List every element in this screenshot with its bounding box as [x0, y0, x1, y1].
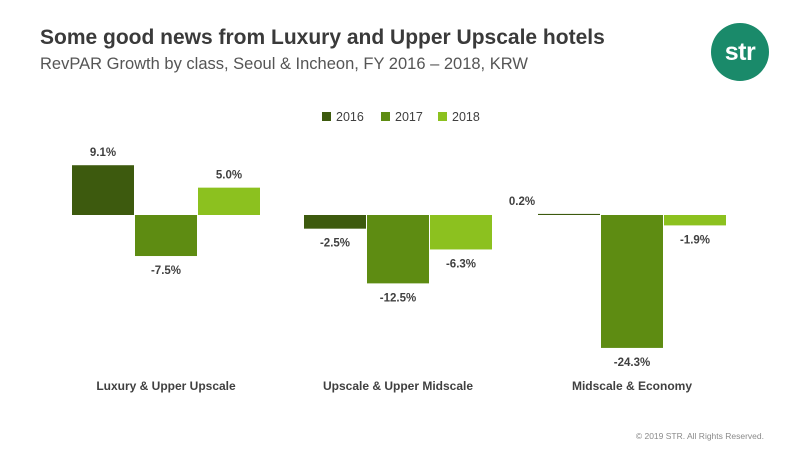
data-label-2018-0: 5.0%: [216, 170, 242, 182]
chart-title: Some good news from Luxury and Upper Ups…: [40, 26, 605, 49]
bar-2017-1: [367, 215, 429, 284]
bar-2016-0: [72, 165, 134, 215]
bar-2018-0: [198, 187, 260, 215]
legend-label-2017: 2017: [395, 110, 423, 124]
bar-2018-1: [430, 215, 492, 250]
data-label-2018-1: -6.3%: [446, 258, 476, 270]
str-logo: str: [711, 23, 769, 81]
data-label-2016-0: 9.1%: [90, 147, 116, 159]
data-label-2017-1: -12.5%: [380, 292, 416, 304]
category-label-2: Midscale & Economy: [572, 379, 692, 393]
chart-subtitle: RevPAR Growth by class, Seoul & Incheon,…: [40, 55, 528, 73]
data-label-2017-0: -7.5%: [151, 265, 181, 277]
legend-label-2018: 2018: [452, 110, 480, 124]
bar-2018-2: [664, 215, 726, 226]
data-label-2016-2: 0.2%: [509, 196, 535, 208]
bar-2017-2: [601, 215, 663, 348]
legend-swatch-2018: [438, 112, 447, 121]
data-label-2017-2: -24.3%: [614, 357, 650, 369]
category-label-0: Luxury & Upper Upscale: [96, 379, 236, 393]
bar-2017-0: [135, 215, 197, 257]
legend-label-2016: 2016: [336, 110, 364, 124]
legend-swatch-2017: [381, 112, 390, 121]
data-label-2016-1: -2.5%: [320, 238, 350, 250]
legend-swatch-2016: [322, 112, 331, 121]
bar-2016-2: [538, 213, 600, 215]
data-label-2018-2: -1.9%: [680, 234, 710, 246]
copyright-notice: © 2019 STR. All Rights Reserved.: [635, 431, 764, 441]
category-label-1: Upscale & Upper Midscale: [323, 379, 473, 393]
bar-2016-1: [304, 215, 366, 229]
